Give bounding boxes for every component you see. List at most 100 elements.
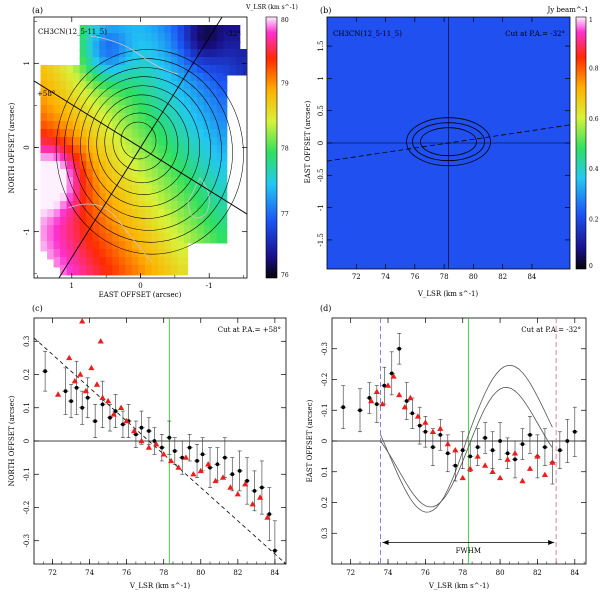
velocity-pixel xyxy=(105,177,117,188)
velocity-pixel xyxy=(66,153,78,164)
velocity-pixel xyxy=(145,65,156,76)
velocity-pixel xyxy=(210,105,221,116)
velocity-pixel xyxy=(47,185,58,196)
velocity-pixel xyxy=(125,209,136,220)
velocity-pixel xyxy=(40,81,51,92)
velocity-pixel xyxy=(158,33,169,44)
x-tick-label: 0 xyxy=(138,282,142,290)
velocity-pixel xyxy=(197,49,208,60)
velocity-pixel xyxy=(184,185,195,196)
velocity-pixel xyxy=(138,233,149,244)
velocity-pixel xyxy=(99,25,110,36)
velocity-pixel xyxy=(171,65,182,76)
velocity-pixel xyxy=(229,33,241,44)
velocity-pixel xyxy=(151,81,162,92)
velocity-pixel xyxy=(73,153,84,164)
velocity-pixel xyxy=(53,177,65,188)
velocity-pixel xyxy=(53,217,65,228)
velocity-pixel xyxy=(145,209,156,220)
velocity-pixel xyxy=(92,121,104,132)
velocity-pixel xyxy=(86,153,97,164)
velocity-pixel xyxy=(151,89,162,100)
panel-b-annotation: Cut at P.A.= -32° xyxy=(505,30,565,38)
velocity-pixel xyxy=(197,97,208,108)
velocity-pixel xyxy=(229,25,241,36)
velocity-pixel xyxy=(177,113,189,124)
velocity-pixel xyxy=(171,137,182,148)
velocity-pixel xyxy=(105,25,117,36)
velocity-pixel xyxy=(158,169,169,180)
velocity-pixel xyxy=(216,121,228,132)
velocity-pixel xyxy=(184,201,195,212)
velocity-pixel xyxy=(79,89,91,100)
velocity-pixel xyxy=(79,161,91,172)
data-point-triangle xyxy=(54,391,62,397)
velocity-pixel xyxy=(151,233,162,244)
velocity-pixel xyxy=(151,209,162,220)
velocity-pixel xyxy=(86,264,97,276)
velocity-pixel xyxy=(138,73,149,84)
velocity-pixel xyxy=(118,257,130,268)
velocity-pixel xyxy=(145,264,156,276)
velocity-pixel xyxy=(105,113,117,124)
velocity-pixel xyxy=(158,225,169,236)
velocity-pixel xyxy=(73,129,84,140)
velocity-pixel xyxy=(197,129,208,140)
velocity-pixel xyxy=(190,49,202,60)
velocity-pixel xyxy=(151,41,162,52)
velocity-pixel xyxy=(151,65,162,76)
velocity-pixel xyxy=(216,137,228,148)
velocity-pixel xyxy=(203,169,215,180)
velocity-pixel xyxy=(131,257,143,268)
velocity-pixel xyxy=(125,57,136,68)
velocity-pixel xyxy=(73,225,84,236)
velocity-pixel xyxy=(164,193,175,204)
velocity-pixel xyxy=(79,145,91,156)
velocity-pixel xyxy=(60,217,71,228)
velocity-pixel xyxy=(73,161,84,172)
plot-area xyxy=(34,318,286,564)
velocity-pixel xyxy=(53,161,65,172)
velocity-pixel xyxy=(112,201,123,212)
velocity-pixel xyxy=(177,49,189,60)
x-tick-label: 82 xyxy=(533,569,542,577)
velocity-pixel xyxy=(118,65,130,76)
intensity-contour xyxy=(80,76,211,219)
velocity-pixel xyxy=(197,65,208,76)
velocity-pixel xyxy=(138,97,149,108)
velocity-pixel xyxy=(99,33,110,44)
velocity-pixel xyxy=(177,177,189,188)
velocity-pixel xyxy=(118,73,130,84)
velocity-pixel xyxy=(197,201,208,212)
y-tick-label: 1 xyxy=(317,76,325,80)
velocity-pixel xyxy=(210,209,221,220)
velocity-pixel xyxy=(190,145,202,156)
velocity-pixel xyxy=(203,65,215,76)
velocity-pixel xyxy=(151,185,162,196)
colorbar-tick-label: 0.4 xyxy=(589,166,599,173)
velocity-pixel xyxy=(125,153,136,164)
velocity-pixel xyxy=(125,145,136,156)
velocity-pixel xyxy=(40,209,51,220)
velocity-pixel xyxy=(125,121,136,132)
velocity-pixel xyxy=(86,233,97,244)
velocity-pixel xyxy=(112,193,123,204)
velocity-pixel xyxy=(145,185,156,196)
data-point-triangle xyxy=(264,514,271,520)
velocity-pixel xyxy=(164,217,175,228)
velocity-pixel xyxy=(158,264,169,276)
velocity-pixel xyxy=(138,105,149,116)
x-tick-label: 1 xyxy=(70,282,74,290)
velocity-pixel xyxy=(92,57,104,68)
velocity-pixel xyxy=(138,217,149,228)
velocity-pixel xyxy=(40,97,51,108)
velocity-pixel xyxy=(79,249,91,260)
data-point-circle xyxy=(134,432,138,437)
velocity-pixel xyxy=(190,185,202,196)
velocity-pixel xyxy=(112,233,123,244)
velocity-pixel xyxy=(164,137,175,148)
data-point-triangle xyxy=(88,364,95,371)
panel-a-colorbar xyxy=(265,16,278,279)
velocity-pixel xyxy=(131,33,143,44)
